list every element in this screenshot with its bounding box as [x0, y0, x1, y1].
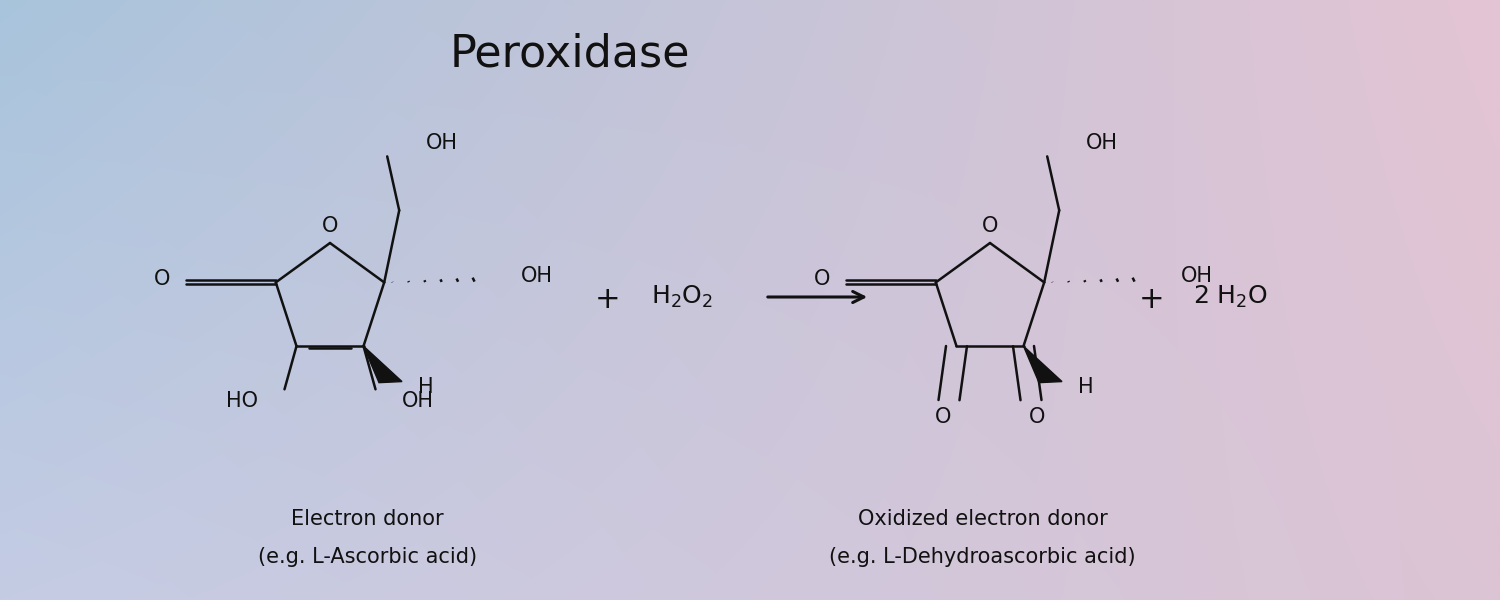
- Polygon shape: [1023, 346, 1062, 383]
- Text: O: O: [153, 269, 170, 289]
- Text: OH: OH: [426, 133, 458, 153]
- Text: O: O: [1029, 407, 1045, 427]
- Text: 2 H$_2$O: 2 H$_2$O: [1192, 284, 1268, 310]
- Text: OH: OH: [1180, 266, 1212, 286]
- Text: H: H: [417, 377, 434, 397]
- Text: OH: OH: [402, 391, 433, 412]
- Text: Electron donor: Electron donor: [291, 509, 444, 529]
- Text: OH: OH: [520, 266, 552, 286]
- Text: (e.g. L-Dehydroascorbic acid): (e.g. L-Dehydroascorbic acid): [830, 547, 1136, 567]
- Text: O: O: [813, 269, 830, 289]
- Text: +: +: [1138, 286, 1166, 314]
- Polygon shape: [363, 346, 402, 383]
- Text: OH: OH: [1086, 133, 1118, 153]
- Text: O: O: [322, 216, 338, 236]
- Text: O: O: [934, 407, 951, 427]
- Text: H: H: [1077, 377, 1094, 397]
- Text: H$_2$O$_2$: H$_2$O$_2$: [651, 284, 714, 310]
- Text: +: +: [594, 286, 621, 314]
- Text: Oxidized electron donor: Oxidized electron donor: [858, 509, 1107, 529]
- Text: O: O: [982, 216, 998, 236]
- Text: (e.g. L-Ascorbic acid): (e.g. L-Ascorbic acid): [258, 547, 477, 567]
- Text: HO: HO: [226, 391, 258, 412]
- Text: Peroxidase: Peroxidase: [450, 32, 690, 76]
